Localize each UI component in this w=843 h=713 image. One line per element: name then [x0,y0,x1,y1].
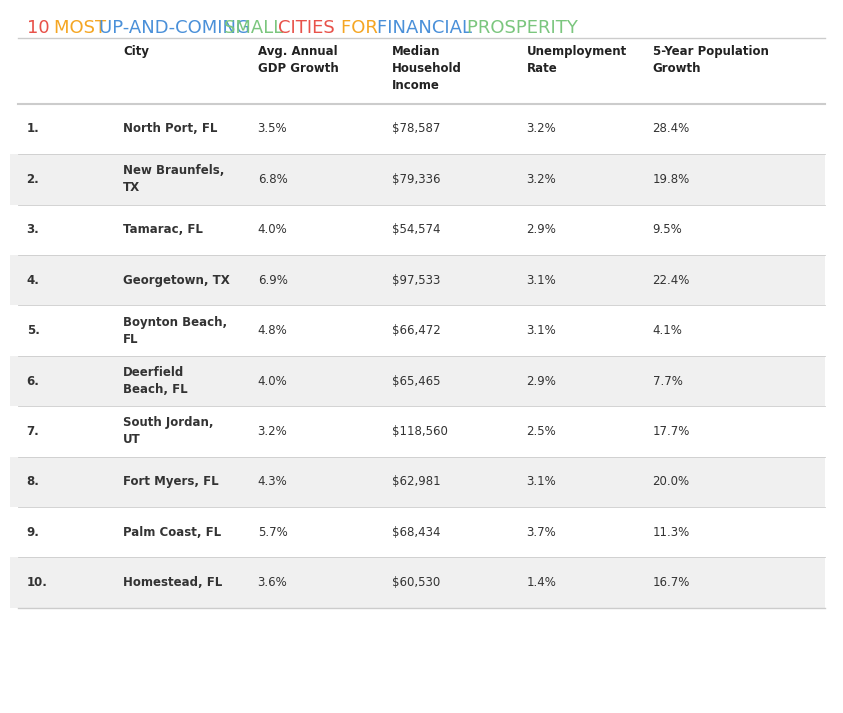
FancyBboxPatch shape [10,356,824,406]
Text: 9.5%: 9.5% [652,223,682,236]
Text: 10.: 10. [27,576,47,589]
FancyBboxPatch shape [10,558,824,608]
Text: 5.: 5. [27,324,40,337]
Text: 1.4%: 1.4% [527,576,556,589]
Text: $78,587: $78,587 [392,123,440,135]
Text: CITIES: CITIES [278,19,341,37]
Text: 10: 10 [27,19,55,37]
Text: UP-AND-COMING: UP-AND-COMING [99,19,255,37]
FancyBboxPatch shape [10,406,824,456]
Text: Palm Coast, FL: Palm Coast, FL [123,525,222,539]
Text: 22.4%: 22.4% [652,274,690,287]
Text: 3.1%: 3.1% [527,274,556,287]
Text: Homestead, FL: Homestead, FL [123,576,223,589]
Text: 3.6%: 3.6% [258,576,287,589]
Text: $62,981: $62,981 [392,476,441,488]
Text: $79,336: $79,336 [392,173,441,186]
Text: 4.0%: 4.0% [258,374,287,387]
Text: Median
Household
Income: Median Household Income [392,46,462,93]
Text: 3.: 3. [27,223,40,236]
Text: 16.7%: 16.7% [652,576,690,589]
FancyBboxPatch shape [10,456,824,507]
Text: Fort Myers, FL: Fort Myers, FL [123,476,219,488]
Text: $66,472: $66,472 [392,324,441,337]
Text: South Jordan,
UT: South Jordan, UT [123,416,214,446]
Text: PROSPERITY: PROSPERITY [467,19,583,37]
Text: 2.: 2. [27,173,40,186]
Text: New Braunfels,
TX: New Braunfels, TX [123,164,224,195]
Text: 3.2%: 3.2% [527,123,556,135]
Text: 5.7%: 5.7% [258,525,287,539]
FancyBboxPatch shape [10,507,824,558]
Text: 6.9%: 6.9% [258,274,287,287]
Text: $60,530: $60,530 [392,576,440,589]
Text: 19.8%: 19.8% [652,173,690,186]
Text: 4.8%: 4.8% [258,324,287,337]
Text: North Port, FL: North Port, FL [123,123,217,135]
Text: FINANCIAL: FINANCIAL [377,19,478,37]
Text: 3.5%: 3.5% [258,123,287,135]
Text: 5-Year Population
Growth: 5-Year Population Growth [652,46,769,76]
Text: 2.9%: 2.9% [527,374,556,387]
Text: Unemployment
Rate: Unemployment Rate [527,46,627,76]
FancyBboxPatch shape [10,255,824,305]
FancyBboxPatch shape [10,39,824,103]
Text: Boynton Beach,
FL: Boynton Beach, FL [123,316,228,346]
Text: 4.3%: 4.3% [258,476,287,488]
FancyBboxPatch shape [10,103,824,154]
FancyBboxPatch shape [10,154,824,205]
Text: 6.: 6. [27,374,40,387]
Text: Georgetown, TX: Georgetown, TX [123,274,230,287]
Text: 7.: 7. [27,425,40,438]
Text: Deerfield
Beach, FL: Deerfield Beach, FL [123,366,188,396]
Text: SMALL: SMALL [224,19,289,37]
Text: 4.0%: 4.0% [258,223,287,236]
Text: FOR: FOR [341,19,384,37]
Text: 2.5%: 2.5% [527,425,556,438]
Text: $97,533: $97,533 [392,274,440,287]
Text: 28.4%: 28.4% [652,123,690,135]
Text: 20.0%: 20.0% [652,476,690,488]
Text: 3.2%: 3.2% [527,173,556,186]
Text: 4.1%: 4.1% [652,324,683,337]
Text: 17.7%: 17.7% [652,425,690,438]
Text: 3.1%: 3.1% [527,476,556,488]
Text: $54,574: $54,574 [392,223,441,236]
Text: 6.8%: 6.8% [258,173,287,186]
Text: Tamarac, FL: Tamarac, FL [123,223,203,236]
Text: MOST: MOST [54,19,111,37]
Text: 8.: 8. [27,476,40,488]
FancyBboxPatch shape [10,305,824,356]
Text: 3.7%: 3.7% [527,525,556,539]
Text: 9.: 9. [27,525,40,539]
Text: 3.1%: 3.1% [527,324,556,337]
Text: $118,560: $118,560 [392,425,448,438]
Text: 2.9%: 2.9% [527,223,556,236]
Text: 4.: 4. [27,274,40,287]
Text: 3.2%: 3.2% [258,425,287,438]
Text: $68,434: $68,434 [392,525,441,539]
Text: 11.3%: 11.3% [652,525,690,539]
Text: 1.: 1. [27,123,40,135]
Text: Avg. Annual
GDP Growth: Avg. Annual GDP Growth [258,46,338,76]
FancyBboxPatch shape [10,205,824,255]
Text: 7.7%: 7.7% [652,374,683,387]
Text: $65,465: $65,465 [392,374,441,387]
Text: City: City [123,46,149,58]
